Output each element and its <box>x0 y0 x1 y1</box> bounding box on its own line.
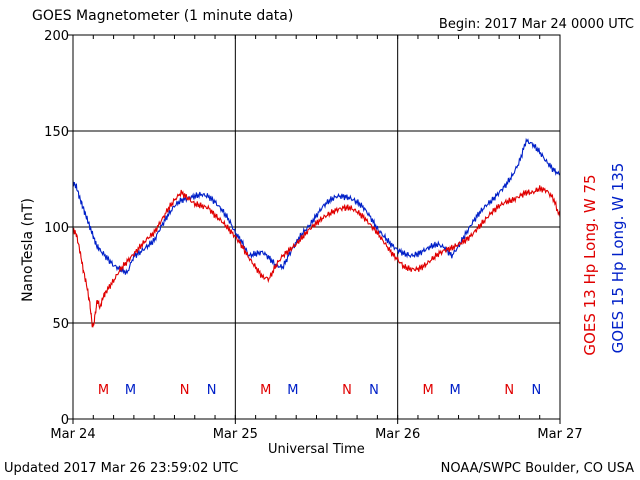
x-tick-label: Mar 27 <box>537 427 582 442</box>
begin-time-label: Begin: 2017 Mar 24 0000 UTC <box>438 17 634 32</box>
y-tick-label: 50 <box>52 317 69 332</box>
y-axis-label: NanoTesla (nT) <box>20 198 36 302</box>
event-marker-n: N <box>531 383 541 398</box>
event-marker-n: N <box>369 383 379 398</box>
legend-goes13: GOES 13 Hp Long. W 75 <box>581 174 599 356</box>
chart-title: GOES Magnetometer (1 minute data) <box>32 8 294 24</box>
event-marker-m: M <box>287 383 298 398</box>
event-marker-n: N <box>504 383 514 398</box>
grid-lines <box>73 35 560 419</box>
x-axis-ticks: Mar 24 Mar 25 Mar 26 Mar 27 <box>50 35 583 442</box>
x-axis-label: Universal Time <box>268 442 365 457</box>
event-marker-n: N <box>180 383 190 398</box>
y-tick-label: 150 <box>44 125 69 140</box>
series-line-goes-15-hp <box>72 137 561 275</box>
y-tick-label: 200 <box>44 29 69 44</box>
event-marker-m: M <box>260 383 271 398</box>
y-tick-label: 100 <box>44 221 69 236</box>
event-marker-m: M <box>450 383 461 398</box>
source-credit: NOAA/SWPC Boulder, CO USA <box>440 461 634 476</box>
x-tick-label: Mar 25 <box>213 427 258 442</box>
x-tick-label: Mar 24 <box>50 427 95 442</box>
plot-frame <box>72 34 561 420</box>
x-tick-label: Mar 26 <box>375 427 420 442</box>
series-line-goes-13-hp <box>72 185 561 328</box>
event-marker-m: M <box>98 383 109 398</box>
series-lines <box>72 137 561 328</box>
event-marker-m: M <box>125 383 136 398</box>
y-axis-ticks: 0 50 100 150 200 <box>44 29 73 428</box>
legend-goes15: GOES 15 Hp Long. W 135 <box>609 162 627 354</box>
y-tick-label: 0 <box>61 413 69 428</box>
event-marker-n: N <box>342 383 352 398</box>
updated-timestamp: Updated 2017 Mar 26 23:59:02 UTC <box>4 461 239 476</box>
event-marker-m: M <box>422 383 433 398</box>
event-marker-n: N <box>207 383 217 398</box>
